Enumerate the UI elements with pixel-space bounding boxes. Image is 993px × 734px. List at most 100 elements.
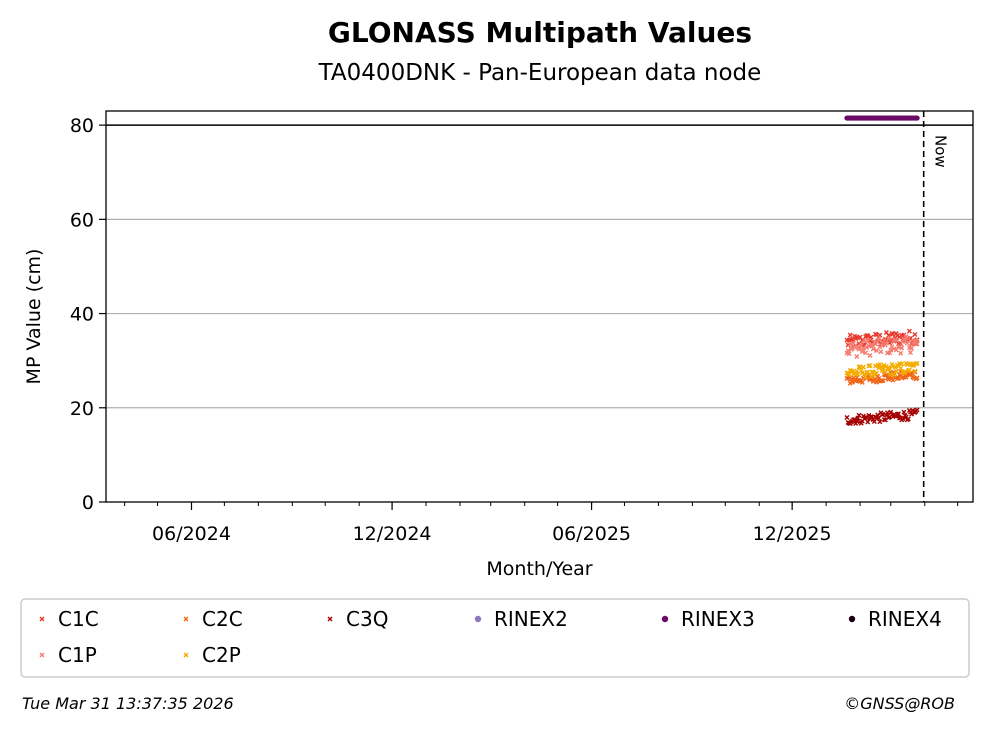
data-point: [868, 374, 874, 380]
data-point: [183, 616, 189, 622]
data-point: [908, 349, 914, 355]
legend-marker: [661, 615, 669, 623]
data-point: [874, 379, 880, 385]
data-point: [856, 364, 862, 370]
data-point: [183, 652, 189, 658]
x-axis-label: Month/Year: [486, 558, 592, 580]
y-tick-label: 80: [70, 115, 94, 137]
data-point: [905, 336, 911, 342]
data-point: [878, 349, 884, 355]
data-point: [893, 369, 899, 374]
data-point: [894, 337, 900, 343]
data-point: [879, 378, 885, 384]
data-point: [867, 353, 873, 359]
data-point: [882, 369, 888, 375]
data-point: [914, 375, 920, 381]
data-point: [865, 333, 871, 339]
data-point: [913, 338, 919, 344]
legend-item-rinex3: RINEX3: [661, 607, 755, 631]
y-tick-label: 40: [70, 304, 94, 326]
data-point: [888, 347, 894, 353]
data-point: [874, 348, 880, 354]
data-point: [847, 341, 853, 347]
now-label: Now: [932, 135, 950, 168]
data-point: [880, 365, 886, 371]
data-point: [902, 369, 908, 375]
series-c3q: [844, 407, 920, 427]
y-tick-label: 60: [70, 209, 94, 231]
data-point: [870, 346, 876, 352]
data-point: [868, 334, 874, 340]
data-point: [914, 407, 920, 413]
data-point: [914, 361, 920, 367]
data-point: [876, 415, 882, 421]
legend-item-rinex2: RINEX2: [474, 607, 568, 631]
data-point: [876, 336, 882, 342]
legend-marker: [848, 615, 856, 623]
data-point: [898, 365, 904, 371]
data-point: [899, 361, 905, 367]
series-c1p: [844, 333, 920, 359]
legend-item-rinex4: RINEX4: [848, 607, 942, 631]
data-point: [854, 368, 860, 374]
data-point: [865, 338, 871, 344]
data-point: [855, 415, 861, 421]
data-point: [887, 350, 893, 356]
legend-label: C2P: [202, 643, 241, 667]
legend-box: [20, 598, 970, 678]
data-point: [845, 348, 851, 354]
data-point: [875, 412, 881, 418]
data-point: [327, 616, 333, 622]
series-rinex3: [844, 115, 920, 121]
series-c2p: [844, 360, 920, 380]
data-point: [914, 341, 920, 347]
data-point: [864, 370, 870, 375]
series-c2c: [844, 368, 920, 386]
data-point: [853, 420, 859, 426]
credit: ©GNSS@ROB: [844, 694, 955, 713]
data-point: [891, 372, 897, 378]
data-point: [844, 415, 850, 421]
data-point: [909, 345, 915, 351]
legend-item-c2c: C2C: [183, 607, 243, 631]
data-point: [906, 328, 912, 334]
y-axis-label: MP Value (cm): [23, 249, 45, 385]
data-point: [859, 379, 865, 385]
chart-title: GLONASS Multipath Values: [327, 16, 753, 49]
plot-frame: [105, 110, 974, 503]
data-point: [856, 412, 862, 418]
data-point: [863, 374, 869, 380]
legend-label: RINEX3: [681, 607, 755, 631]
data-point: [867, 362, 873, 368]
legend-label: RINEX4: [868, 607, 942, 631]
data-point: [895, 411, 901, 417]
data-point: [914, 115, 920, 121]
data-point: [877, 332, 883, 338]
data-point: [886, 336, 892, 342]
x-tick-label: 06/2025: [552, 523, 631, 545]
legend-layer: C1C C2C C3Q RINEX2 RINEX3 RINEX4 C1P C2P: [20, 598, 970, 678]
y-tick-label: 0: [82, 492, 94, 514]
data-point: [860, 364, 866, 370]
timestamp: Tue Mar 31 13:37:35 2026: [22, 694, 234, 713]
data-point: [882, 417, 888, 423]
data-point: [863, 350, 869, 356]
data-point: [898, 350, 904, 356]
data-point: [899, 345, 905, 351]
legend-item-c1c: C1C: [39, 607, 99, 631]
data-point: [874, 370, 880, 376]
x-tick-label: 06/2024: [152, 523, 231, 545]
legend-item-c3q: C3Q: [327, 607, 388, 631]
data-point: [865, 369, 871, 375]
data-point: [912, 368, 918, 374]
data-point: [39, 616, 45, 622]
data-point: [880, 378, 886, 384]
legend-label: C2C: [202, 607, 243, 631]
legend-item-c1p: C1P: [39, 643, 97, 667]
data-point: [860, 345, 866, 351]
data-point: [900, 416, 906, 422]
data-point: [883, 340, 889, 346]
axes-layer: Now 0 20 40 60 80 06/2024 12/2024 06/2025 12/2025…: [23, 110, 974, 580]
x-tick-label: 12/2025: [753, 523, 832, 545]
legend-label: RINEX2: [494, 607, 568, 631]
